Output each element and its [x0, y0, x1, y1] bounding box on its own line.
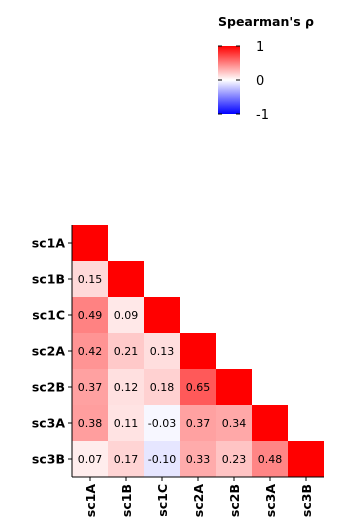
cell-value-label: 0.09	[114, 309, 139, 322]
heatmap-cell-sc2A-sc1B	[108, 333, 144, 369]
heatmap-cell-sc3B-sc1A	[72, 441, 108, 477]
heatmap-cell-sc3A-sc1B	[108, 405, 144, 441]
cell-value-label: 0.42	[78, 345, 103, 358]
heatmap-cell-sc1C-sc1A	[72, 297, 108, 333]
heatmap-cell-sc3A-sc3A	[252, 405, 288, 441]
column-label-sc2A: sc2A	[191, 484, 206, 518]
column-label-sc1A: sc1A	[83, 484, 98, 518]
cell-value-label: 0.38	[78, 417, 103, 430]
heatmap-cell-sc1B-sc1A	[72, 261, 108, 297]
cell-value-label: 0.33	[186, 453, 211, 466]
column-label-sc3A: sc3A	[263, 484, 278, 518]
legend-tick-label: 1	[256, 40, 264, 55]
cell-value-label: -0.03	[148, 417, 176, 430]
row-label-sc1A: sc1A	[32, 236, 66, 251]
cell-value-label: 0.23	[222, 453, 247, 466]
heatmap-cell-sc2B-sc2A	[180, 369, 216, 405]
cell-value-label: 0.07	[78, 453, 103, 466]
legend: Spearman's ρ 1 0 -1	[218, 14, 314, 123]
cell-value-label: 0.11	[114, 417, 139, 430]
row-label-sc2B: sc2B	[32, 380, 65, 395]
row-label-sc3A: sc3A	[32, 416, 66, 431]
cell-value-label: 0.21	[114, 345, 139, 358]
heatmap-cell-sc2A-sc1A	[72, 333, 108, 369]
heatmap-cell-sc2A-sc2A	[180, 333, 216, 369]
heatmap-cell-sc3B-sc2A	[180, 441, 216, 477]
legend-color-bar	[218, 46, 240, 114]
row-label-sc1B: sc1B	[32, 272, 65, 287]
column-label-sc2B: sc2B	[227, 484, 242, 517]
column-label-sc1B: sc1B	[119, 484, 134, 517]
heatmap-cell-sc1C-sc1B	[108, 297, 144, 333]
heatmap-cell-sc3A-sc1A	[72, 405, 108, 441]
heatmap-cell-sc1B-sc1B	[108, 261, 144, 297]
cell-value-label: 0.37	[78, 381, 103, 394]
cell-value-label: -0.10	[148, 453, 176, 466]
heatmap-cell-sc2B-sc1B	[108, 369, 144, 405]
cell-value-label: 0.65	[186, 381, 211, 394]
row-label-sc3B: sc3B	[32, 452, 65, 467]
cell-value-label: 0.17	[114, 453, 139, 466]
cell-value-label: 0.49	[78, 309, 103, 322]
heatmap-cell-sc3B-sc1C	[144, 441, 180, 477]
heatmap-cell-sc2A-sc1C	[144, 333, 180, 369]
heatmap-cell-sc3B-sc2B	[216, 441, 252, 477]
heatmap-cell-sc3B-sc1B	[108, 441, 144, 477]
heatmap-cell-sc3B-sc3A	[252, 441, 288, 477]
cell-value-label: 0.48	[258, 453, 283, 466]
heatmap-cell-sc3B-sc3B	[288, 441, 324, 477]
heatmap-cell-sc3A-sc2B	[216, 405, 252, 441]
row-label-sc1C: sc1C	[32, 308, 65, 323]
heatmap-cell-sc1A-sc1A	[72, 225, 108, 261]
column-labels: sc1A sc1B sc1C sc2A sc2B sc3A sc3B	[72, 476, 324, 518]
column-label-sc3B: sc3B	[299, 484, 314, 517]
legend-tick-label: -1	[256, 108, 269, 123]
cell-value-label: 0.13	[150, 345, 175, 358]
cell-value-label: 0.34	[222, 417, 247, 430]
heatmap-cell-sc2B-sc2B	[216, 369, 252, 405]
heatmap-cell-sc2B-sc1C	[144, 369, 180, 405]
cell-value-label: 0.37	[186, 417, 211, 430]
cell-value-label: 0.15	[78, 273, 103, 286]
heatmap-cell-sc3A-sc1C	[144, 405, 180, 441]
column-label-sc1C: sc1C	[155, 484, 170, 517]
row-label-sc2A: sc2A	[32, 344, 66, 359]
heatmap-cell-sc3A-sc2A	[180, 405, 216, 441]
heatmap-cell-sc1C-sc1C	[144, 297, 180, 333]
legend-tick-label: 0	[256, 74, 264, 89]
cell-value-label: 0.12	[114, 381, 139, 394]
row-labels: sc1A sc1B sc1C sc2A sc2B sc3A sc3B	[32, 225, 73, 477]
heatmap-cells: 0.15 0.49 0.09 0.42 0.21 0.13 0.37 0.12 0.18 0.65…	[72, 225, 324, 477]
legend-title: Spearman's ρ	[218, 14, 314, 29]
heatmap-cell-sc2B-sc1A	[72, 369, 108, 405]
cell-value-label: 0.18	[150, 381, 175, 394]
